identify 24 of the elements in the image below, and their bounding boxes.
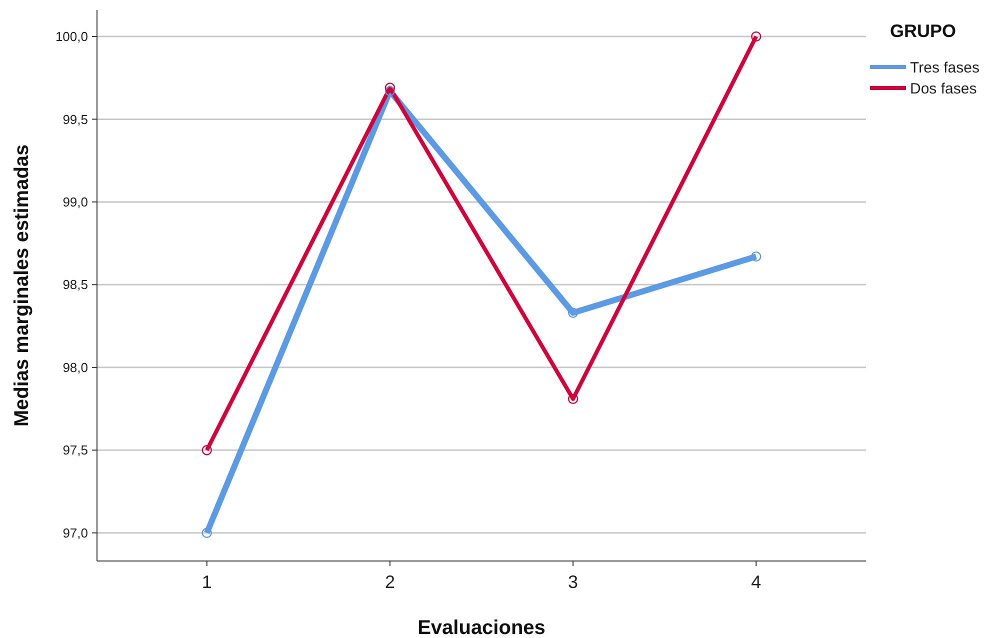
y-tick-label: 98,0 (62, 360, 88, 375)
point (384, 86, 396, 96)
point (568, 394, 578, 404)
y-tick-label: 100,0 (55, 29, 88, 44)
legend-label: Tres fases (910, 59, 980, 76)
legend-title: GRUPO (890, 21, 956, 41)
point (751, 251, 762, 262)
x-tick-label: 3 (568, 572, 578, 592)
x-tick-label: 1 (202, 572, 212, 592)
point (202, 528, 212, 538)
y-tick-label: 98,5 (62, 277, 88, 292)
point (384, 82, 396, 93)
x-tick-label: 4 (751, 572, 762, 592)
legend-label: Dos fases (910, 80, 977, 98)
y-tick-label: 97,5 (62, 442, 88, 458)
y-axis-title: Medias marginales estimadas (11, 144, 33, 427)
y-tick-label: 99,5 (62, 112, 88, 127)
y-tick-label: 97,0 (62, 525, 88, 540)
point (568, 308, 578, 318)
x-axis-title: Evaluaciones (418, 617, 546, 638)
y-tick-label: 99,0 (62, 194, 88, 210)
x-tick-label: 2 (384, 572, 395, 592)
point (751, 31, 762, 42)
point (202, 445, 212, 456)
